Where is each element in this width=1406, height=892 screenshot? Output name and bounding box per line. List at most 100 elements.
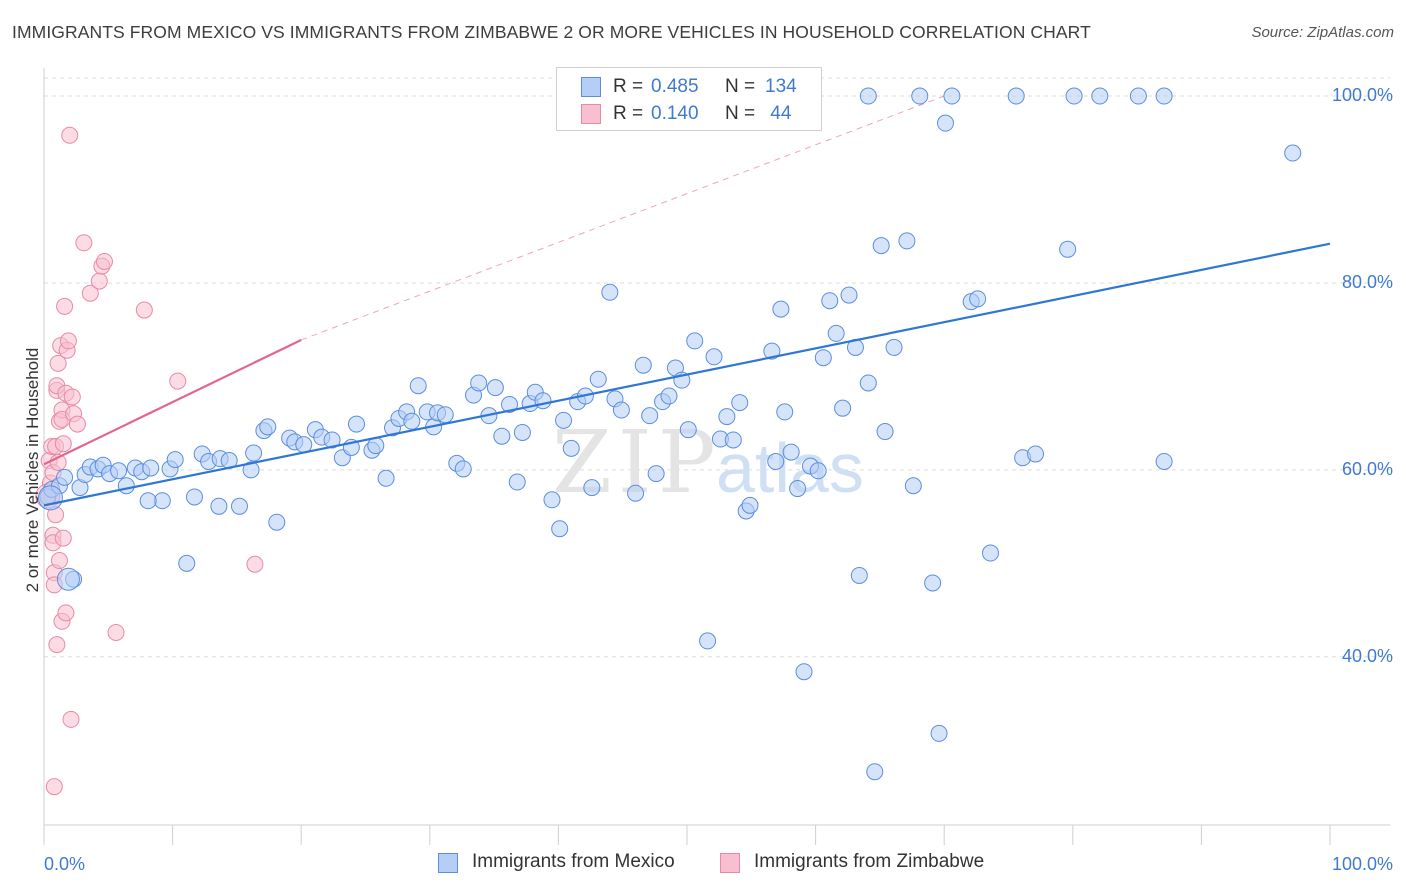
mexico-point [1027,445,1045,463]
mexico-point [178,554,196,572]
mexico-point [789,480,807,498]
mexico-r-value: 0.485 [651,76,699,97]
y-tick-label: 40.0% [1342,646,1393,666]
mexico-point [859,87,877,105]
mexico-point [551,520,569,538]
mexico-point [782,443,800,461]
mexico-point [185,488,203,506]
zimbabwe-legend-label: Immigrants from Zimbabwe [754,851,985,872]
mexico-point [117,477,135,495]
mexico-point [259,418,277,436]
zimbabwe-point [45,778,63,796]
mexico-point [403,412,421,430]
y-tick-label: 60.0% [1342,459,1393,479]
zimbabwe-point [169,372,187,390]
mexico-point [809,462,827,480]
mexico-point [242,461,260,479]
mexico-point [876,423,894,441]
zimbabwe-point [57,604,75,622]
stats-legend: R = 0.485 N = 134 R = 0.140 N = 44 [556,67,822,131]
mexico-legend-swatch [438,853,458,873]
mexico-point [641,407,659,425]
mexico-point [834,399,852,417]
mexico-point [627,484,645,502]
zimbabwe-point [61,126,79,144]
mexico-point [377,469,395,487]
mexico-point [153,492,171,510]
mexico-point [705,348,723,366]
mexico-point [501,395,519,413]
mexico-point [454,460,472,478]
mexico-point [1091,87,1109,105]
mexico-point [969,290,987,308]
mexico-point [139,492,157,510]
y-axis-label: 2 or more Vehicles in Household [23,347,42,593]
mexico-trend-line [43,242,1331,507]
mexico-swatch [581,77,601,97]
mexico-point [911,87,929,105]
mexico-point [56,468,74,486]
mexico-point [268,513,286,531]
zimbabwe-point [246,555,264,573]
mexico-point [699,632,717,650]
mexico-point [647,465,665,483]
mexico-point [1155,87,1173,105]
zimbabwe-point [135,301,153,319]
zimbabwe-point [63,388,81,406]
zimbabwe-point [59,332,77,350]
mexico-point [767,452,785,470]
mexico-point [543,491,561,509]
trend-lines [43,95,1331,507]
mexico-point [110,462,128,480]
mexico-point [686,332,704,350]
zimbabwe-point [68,415,86,433]
mexico-legend-label: Immigrants from Mexico [472,851,675,872]
x-tick-label-right: 100.0% [1332,854,1393,874]
mexico-point [589,370,607,388]
zimbabwe-point [54,435,72,453]
mexico-point [930,724,948,742]
mexico-point [562,439,580,457]
mexico-point [295,436,313,454]
mexico-point [827,324,845,342]
mexico-point [741,496,759,514]
zimbabwe-point [50,552,68,570]
mexico-point [660,387,678,405]
zimbabwe-point [75,234,93,252]
mexico-point [885,338,903,356]
mexico-point [724,431,742,449]
zimbabwe-legend-swatch [720,853,740,873]
mexico-point [1284,144,1302,162]
mexico-point [470,374,488,392]
source-label: Source: ZipAtlas.com [1251,24,1394,41]
mexico-point [166,451,184,469]
zimbabwe-point [107,623,125,641]
zimbabwe-point [90,272,108,290]
mexico-point [679,421,697,439]
mexico-point-large [56,567,80,591]
mexico-point [850,566,868,584]
r-label: R = [613,103,644,124]
mexico-point [731,394,749,412]
zimbabwe-point [95,252,113,270]
mexico-point [612,401,630,419]
mexico-point [898,232,916,250]
mexico-point [555,411,573,429]
mexico-point [904,477,922,495]
mexico-point [409,377,427,395]
y-tick-label: 80.0% [1342,272,1393,292]
mexico-point [508,473,526,491]
mexico-point [936,114,954,132]
zimbabwe-swatch [581,104,601,124]
mexico-point [840,286,858,304]
mexico-point [763,342,781,360]
zimbabwe-trend-extension [301,95,945,341]
mexico-point [795,663,813,681]
zimbabwe-r-value: 0.140 [651,103,699,124]
mexico-point [981,544,999,562]
mexico-point [1065,87,1083,105]
mexico-point [814,349,832,367]
mexico-point [436,406,454,424]
mexico-point [872,237,890,255]
